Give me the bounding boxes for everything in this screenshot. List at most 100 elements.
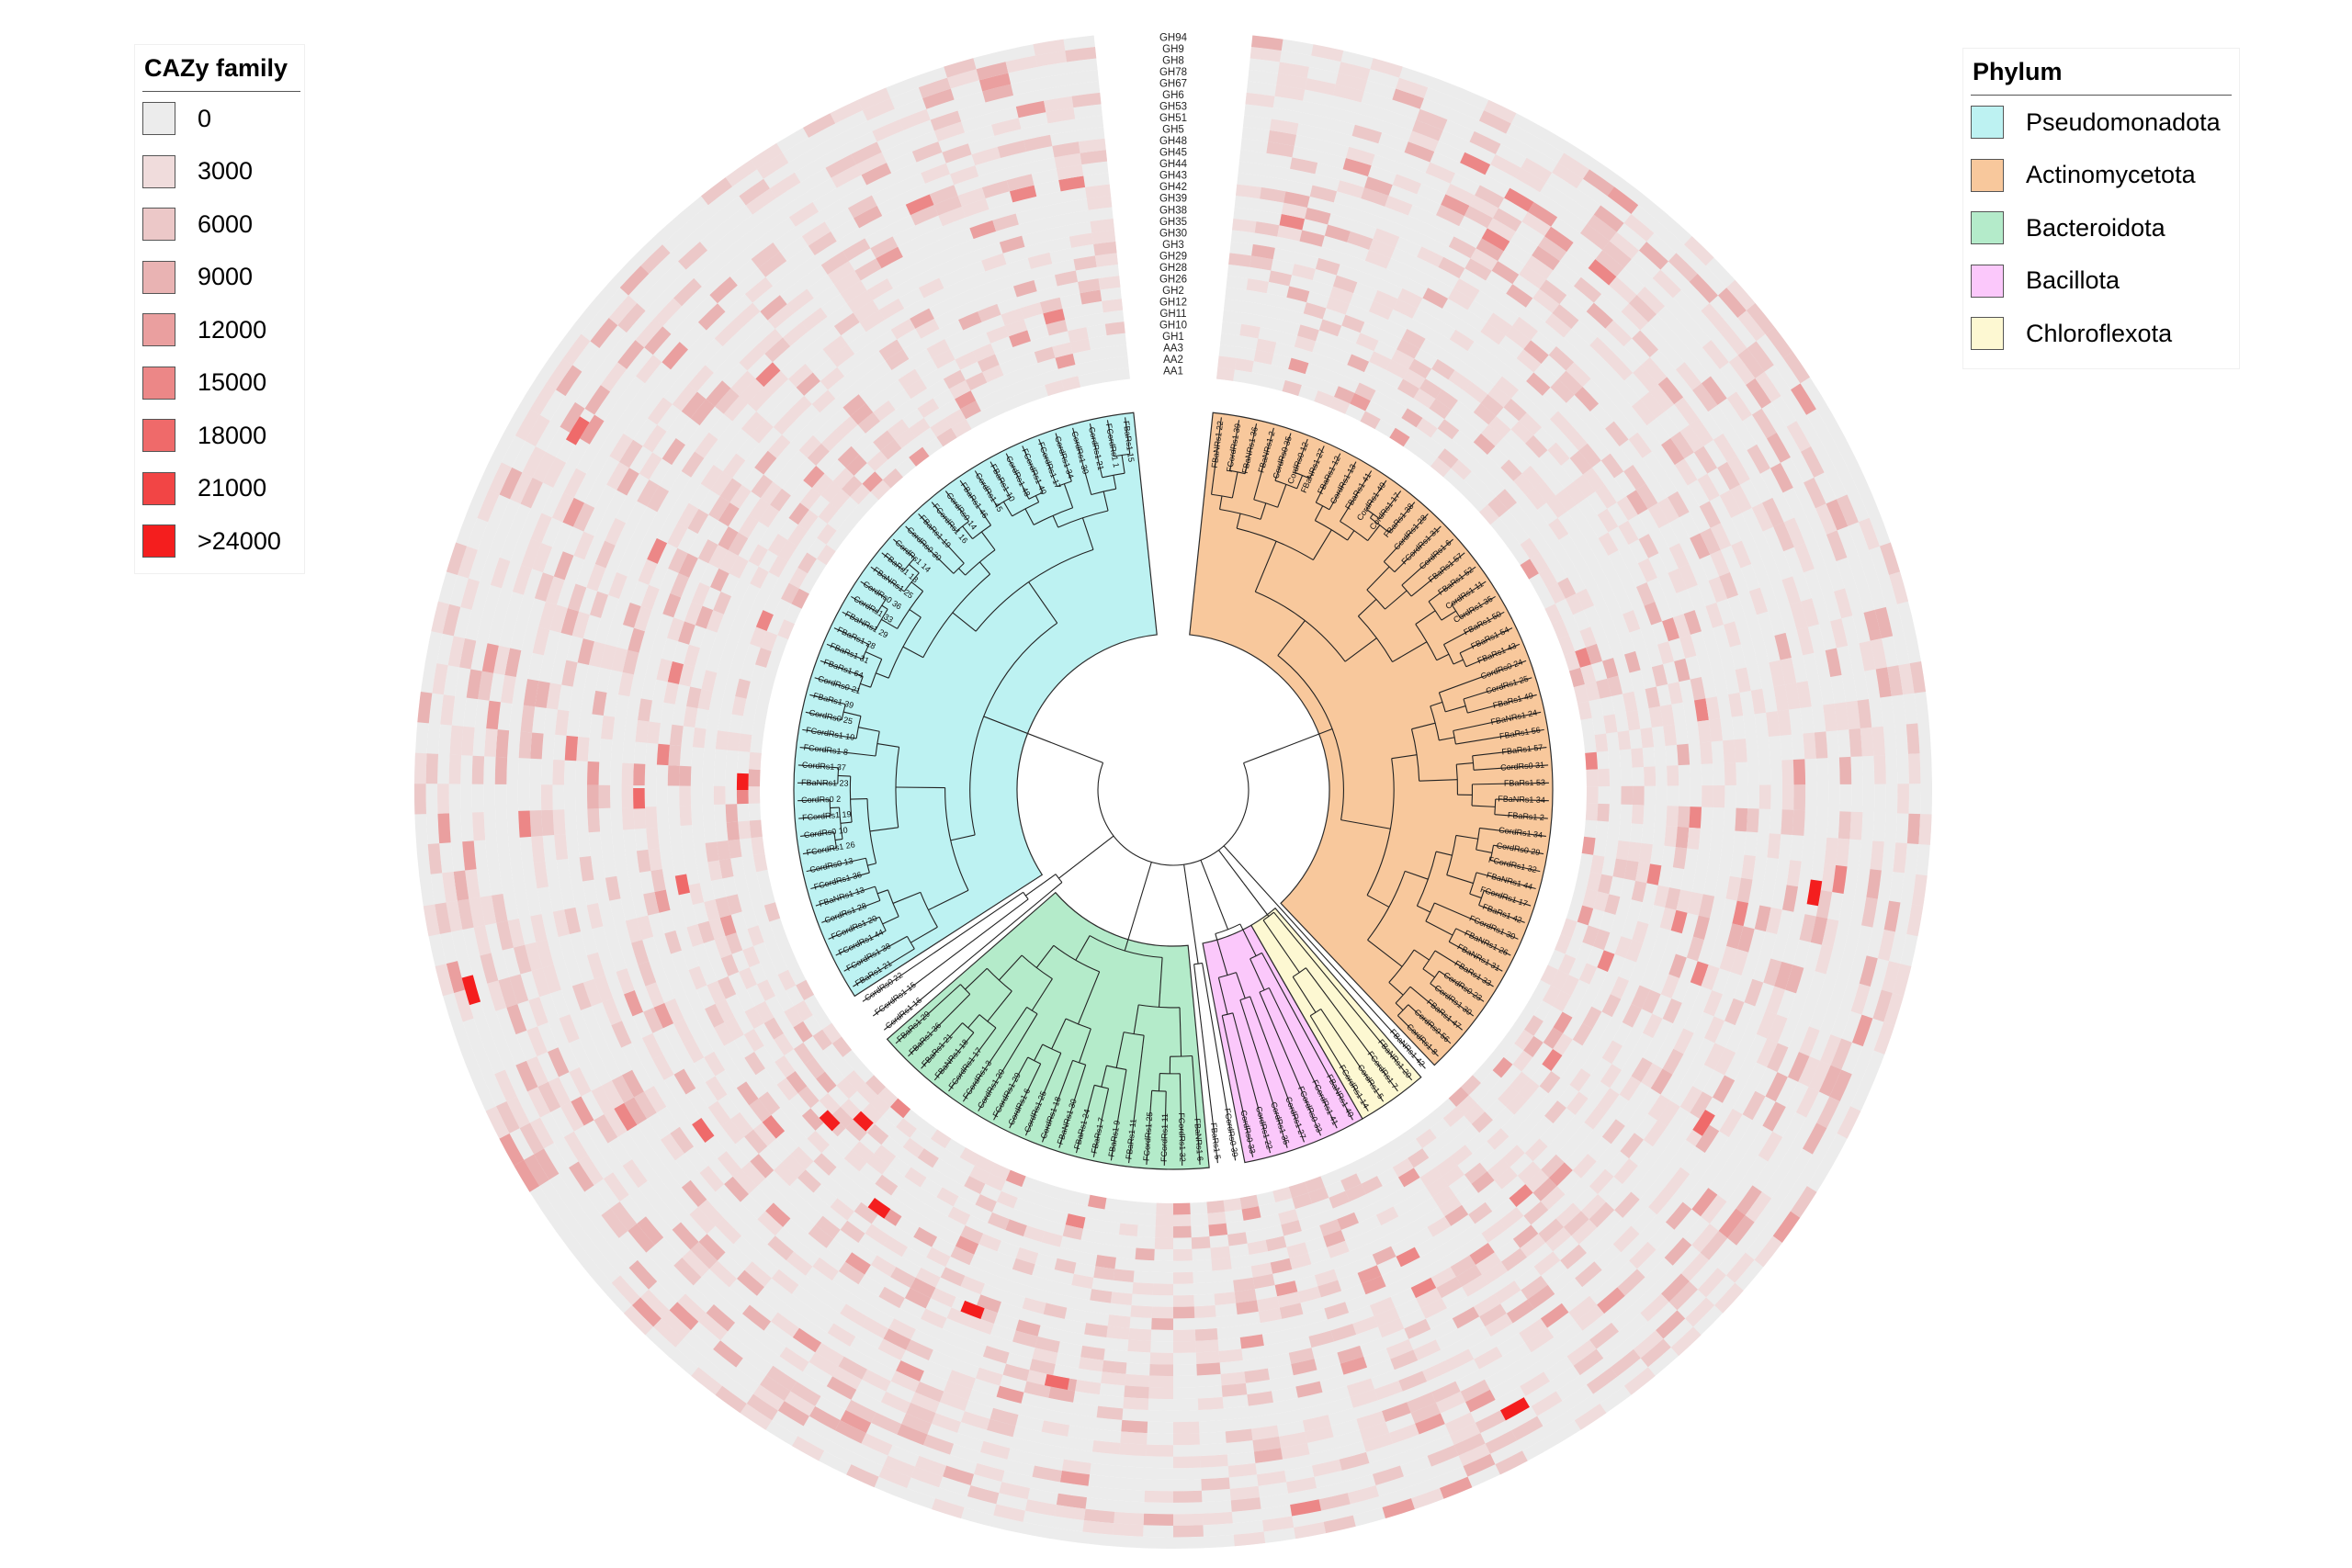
cazy-family-label: AA2 xyxy=(1163,355,1183,366)
heatmap-cell-high xyxy=(853,1111,874,1132)
heatmap-cell xyxy=(1525,255,1554,280)
heatmap-cell xyxy=(853,299,879,322)
heatmap-cell xyxy=(861,1433,893,1456)
heatmap-cell xyxy=(1397,288,1423,309)
tree-branch xyxy=(905,525,955,574)
heatmap-cell xyxy=(1773,684,1789,712)
heatmap-cell xyxy=(1573,683,1589,704)
heatmap-cell xyxy=(602,998,622,1026)
tree-branch xyxy=(1101,1065,1107,1088)
heatmap-cell xyxy=(872,119,904,142)
heatmap-cell xyxy=(865,1075,886,1096)
heatmap-cell xyxy=(1266,141,1295,158)
heatmap-cell xyxy=(955,390,977,410)
heatmap-cell xyxy=(890,1267,916,1288)
tree-branch xyxy=(1089,423,1103,478)
heatmap-cell xyxy=(951,419,972,438)
heatmap-cell xyxy=(878,298,905,321)
heatmap-cell xyxy=(637,915,654,941)
heatmap-cell xyxy=(808,231,837,256)
heatmap-cell xyxy=(1586,1367,1618,1394)
heatmap-cell xyxy=(1305,1176,1325,1193)
heatmap-cell xyxy=(454,989,474,1022)
heatmap-cell xyxy=(890,1371,920,1393)
heatmap-cell xyxy=(586,903,604,930)
heatmap-cell xyxy=(661,1133,684,1161)
heatmap-cell xyxy=(1372,1465,1404,1485)
heatmap-cell xyxy=(594,1114,618,1144)
heatmap-cell xyxy=(1572,1154,1597,1179)
heatmap-cell xyxy=(563,1131,589,1162)
heatmap-cell xyxy=(1001,308,1024,326)
cazy-family-legend: CAZy family 0 3000 6000 9000 12000 15000 18000… xyxy=(134,44,305,574)
tree-branch xyxy=(820,660,864,677)
heatmap-cell xyxy=(1337,1345,1364,1364)
heatmap-cell xyxy=(484,728,498,757)
heatmap-cell xyxy=(560,1101,584,1132)
heatmap-cell xyxy=(1448,288,1474,310)
cazy-legend-label: 12000 xyxy=(198,315,267,344)
tree-branch xyxy=(806,857,866,873)
heatmap-cell xyxy=(469,897,485,928)
tree-branch xyxy=(962,525,973,539)
heatmap-cell xyxy=(628,1224,655,1253)
heatmap-cell xyxy=(1445,183,1476,206)
heatmap-cell xyxy=(1798,1026,1820,1056)
heatmap-cell xyxy=(684,644,701,668)
heatmap-cell xyxy=(1618,520,1639,546)
heatmap-cell xyxy=(1586,769,1599,787)
heatmap-cell xyxy=(571,611,590,639)
heatmap-cell xyxy=(1872,989,1893,1022)
heatmap-cell xyxy=(1796,681,1812,708)
heatmap-cell xyxy=(562,497,584,527)
tree-branch xyxy=(1022,446,1044,493)
heatmap-cell xyxy=(738,514,759,538)
tree-branch xyxy=(1296,475,1304,490)
tree-branch xyxy=(1430,701,1443,707)
heatmap-cell xyxy=(1323,1229,1346,1247)
heatmap-cell xyxy=(1582,467,1605,491)
heatmap-cell xyxy=(1252,1273,1275,1290)
heatmap-cell xyxy=(1511,1416,1544,1441)
heatmap-cell xyxy=(707,1100,731,1126)
heatmap-cell xyxy=(1558,953,1577,976)
heatmap-cell xyxy=(999,235,1025,254)
heatmap-cell xyxy=(1350,392,1371,412)
tree-branch xyxy=(843,711,862,717)
heatmap-cell xyxy=(938,206,967,227)
heatmap-cell xyxy=(697,303,726,331)
tree-branch xyxy=(805,711,842,721)
heatmap-cell xyxy=(862,471,883,492)
cazy-legend-title: CAZy family xyxy=(144,54,288,82)
heatmap-cell xyxy=(1911,874,1928,907)
heatmap-cell xyxy=(1488,415,1511,438)
heatmap-cell xyxy=(1144,1490,1173,1503)
heatmap-cell xyxy=(640,584,660,611)
heatmap-cell xyxy=(788,201,820,227)
heatmap-cell xyxy=(688,365,714,392)
heatmap-cell xyxy=(1527,201,1558,227)
heatmap-cell xyxy=(882,468,903,489)
heatmap-cell xyxy=(634,1091,657,1120)
heatmap-cell xyxy=(1784,682,1801,710)
tip-label: FBaNRs1 34 xyxy=(1498,794,1545,804)
tree-branch xyxy=(1463,677,1532,700)
tip-label: FBaNRs1 6 xyxy=(1193,1118,1204,1161)
heatmap-cell xyxy=(1633,365,1658,392)
heatmap-cell xyxy=(1582,925,1600,946)
heatmap-cell xyxy=(569,1066,592,1097)
heatmap-cell xyxy=(931,1129,952,1149)
heatmap-cell xyxy=(1815,503,1838,535)
heatmap-cell xyxy=(820,367,845,390)
heatmap-cell xyxy=(515,1060,538,1092)
heatmap-cell xyxy=(1719,572,1738,599)
heatmap-cell xyxy=(600,644,617,671)
heatmap-cell xyxy=(462,840,477,871)
heatmap-cell xyxy=(715,897,731,919)
heatmap-cell xyxy=(1589,1168,1614,1194)
tree-branch xyxy=(1448,941,1503,972)
heatmap-cell xyxy=(1448,1087,1469,1108)
tree-arc xyxy=(1072,1059,1086,1066)
tree-branch xyxy=(1041,1060,1074,1143)
heatmap-cell xyxy=(1593,205,1624,232)
